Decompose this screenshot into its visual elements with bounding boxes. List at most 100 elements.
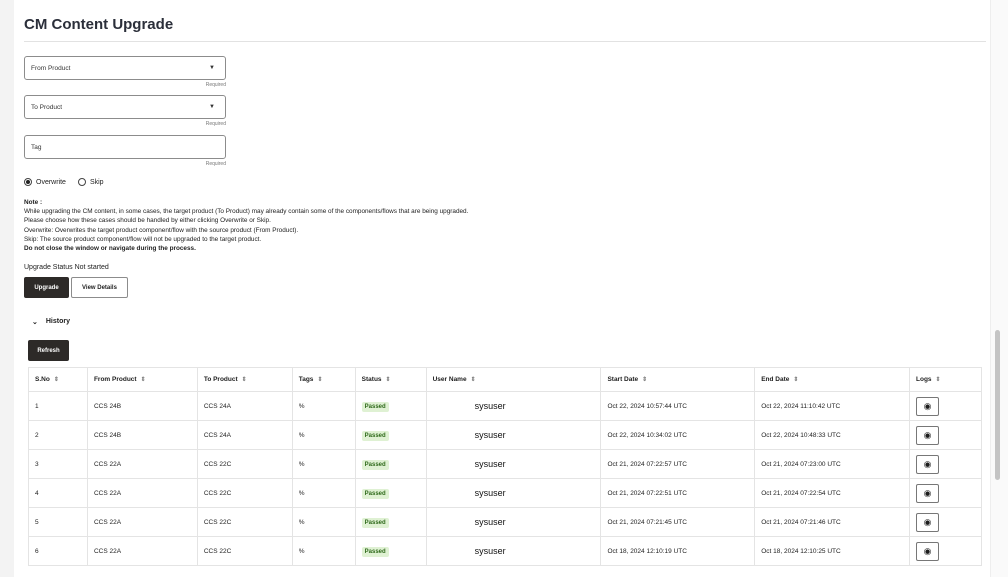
table-cell: CCS 22C [196,478,293,508]
sort-icon: ⇕ [317,377,323,383]
table-cell: Oct 22, 2024 10:57:44 UTC [600,391,756,421]
table-cell: Passed [354,478,427,508]
table-cell: CCS 22A [86,536,198,566]
table-cell: sysuser [425,391,602,421]
logs-cell: ◉ [909,478,982,508]
view-logs-button[interactable]: ◉ [916,425,939,445]
column-header[interactable]: End Date ⇕ [754,367,910,392]
mode-radio-group: Overwrite Skip [24,178,104,186]
cell-text: % [298,518,305,526]
logs-cell: ◉ [909,420,982,450]
sort-icon: ⇕ [385,377,391,383]
radio-label: Skip [89,178,104,186]
table-cell: sysuser [425,536,602,566]
scrollbar[interactable] [990,0,1008,577]
column-header[interactable]: To Product ⇕ [196,367,293,392]
cell-text: Oct 22, 2024 10:48:33 UTC [761,431,841,439]
table-cell: % [291,507,356,537]
cell-text: Oct 18, 2024 12:10:25 UTC [761,547,841,555]
table-cell: Oct 21, 2024 07:21:46 UTC [754,507,910,537]
table-cell: Oct 22, 2024 10:48:33 UTC [754,420,910,450]
table-cell: Passed [354,449,427,479]
left-gutter [0,0,14,577]
column-header[interactable]: S.No ⇕ [28,367,88,392]
table-cell: sysuser [425,507,602,537]
history-toggle[interactable]: ⌄ History [32,318,70,326]
cell-text: Oct 22, 2024 10:57:44 UTC [607,402,687,410]
table-cell: Oct 21, 2024 07:22:51 UTC [600,478,756,508]
column-header[interactable]: Status ⇕ [354,367,427,392]
status-badge: Passed [361,430,389,441]
table-row: 2 CCS 24B CCS 24A% Passed sysuser Oct 22, 202… [28,420,982,450]
table-cell: Oct 18, 2024 12:10:19 UTC [600,536,756,566]
table-cell: % [291,536,356,566]
table-cell: Oct 21, 2024 07:22:57 UTC [600,449,756,479]
view-logs-button[interactable]: ◉ [916,483,939,503]
column-label: S.No [35,376,50,383]
view-logs-button[interactable]: ◉ [916,512,939,532]
note-line: Please choose how these cases should be … [24,217,271,225]
cell-text: CCS 24A [203,431,231,439]
cell-text: % [298,460,305,468]
refresh-button[interactable]: Refresh [28,340,69,361]
table-cell: CCS 24A [196,420,293,450]
cell-text: Oct 18, 2024 12:10:19 UTC [607,547,687,555]
column-label: End Date [761,376,790,383]
caret-down-icon: ▼ [209,65,215,71]
sort-icon: ⇕ [53,377,59,383]
table-cell: CCS 22A [86,507,198,537]
radio-label: Overwrite [36,178,66,186]
scrollbar-thumb[interactable] [995,330,1000,480]
status-badge: Passed [361,459,389,470]
cell-text: sysuser [474,488,506,498]
view-details-button[interactable]: View Details [71,277,128,298]
column-header[interactable]: From Product ⇕ [86,367,198,392]
upgrade-button[interactable]: Upgrade [24,277,69,298]
cell-text: CCS 22C [203,460,232,468]
from-product-select[interactable]: From Product ▼ [24,56,226,80]
cell-text: sysuser [474,459,506,469]
status-badge: Passed [361,488,389,499]
status-badge: Passed [361,517,389,528]
column-header[interactable]: Logs ⇕ [909,367,982,392]
view-logs-button[interactable]: ◉ [916,541,939,561]
table-cell: 2 [28,420,88,450]
column-label: From Product [93,376,137,383]
column-header[interactable]: Start Date ⇕ [600,367,756,392]
radio-overwrite[interactable]: Overwrite [24,178,66,186]
tag-input[interactable]: Tag [24,135,226,159]
sort-icon: ⇕ [140,377,146,383]
table-cell: Passed [354,507,427,537]
eye-icon: ◉ [923,516,932,527]
table-cell: CCS 22C [196,449,293,479]
table-cell: CCS 22C [196,536,293,566]
column-header[interactable]: Tags ⇕ [291,367,356,392]
table-cell: Passed [354,536,427,566]
cell-text: Oct 21, 2024 07:21:46 UTC [761,518,841,526]
required-hint: Required [205,161,226,167]
eye-icon: ◉ [923,400,932,411]
table-cell: Oct 22, 2024 10:34:02 UTC [600,420,756,450]
logs-cell: ◉ [909,449,982,479]
table-cell: CCS 22A [86,449,198,479]
table-row: 4 CCS 22A CCS 22C% Passed sysuser Oct 21, 202… [28,478,982,508]
view-logs-button[interactable]: ◉ [916,454,939,474]
column-label: User Name [432,376,467,383]
cell-text: Oct 22, 2024 10:34:02 UTC [607,431,687,439]
required-hint: Required [205,82,226,88]
table-cell: % [291,420,356,450]
cell-text: CCS 22A [93,518,122,526]
to-product-select[interactable]: To Product ▼ [24,95,226,119]
logs-cell: ◉ [909,536,982,566]
sort-icon: ⇕ [642,377,648,383]
table-cell: Oct 22, 2024 11:10:42 UTC [754,391,910,421]
radio-skip[interactable]: Skip [77,178,104,186]
cell-text: 5 [35,518,39,526]
cell-text: sysuser [474,517,506,527]
cell-text: CCS 24B [93,402,122,410]
table-cell: CCS 24B [86,420,198,450]
cell-text: Oct 21, 2024 07:21:45 UTC [607,518,687,526]
view-logs-button[interactable]: ◉ [916,396,939,416]
cell-text: % [298,431,305,439]
column-header[interactable]: User Name ⇕ [425,367,602,392]
